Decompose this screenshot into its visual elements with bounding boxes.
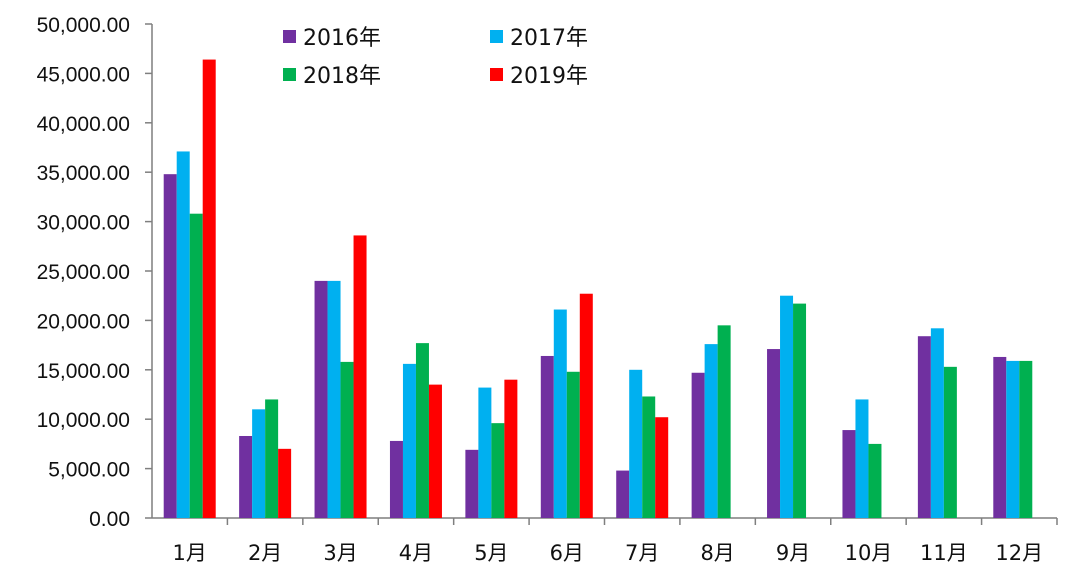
- bar: [1006, 360, 1020, 518]
- bar: [504, 379, 518, 518]
- legend: 2016年 2017年 2018年 2019年: [283, 26, 588, 89]
- bar: [415, 343, 429, 518]
- bar: [579, 293, 593, 518]
- bar: [278, 448, 292, 518]
- x-tick-label: 11月: [920, 541, 968, 565]
- x-tick-label: 3月: [323, 541, 357, 565]
- y-tick-label: 10,000.00: [37, 409, 130, 432]
- bar: [465, 449, 479, 518]
- x-axis: 1月 2月 3月 4月 5月 6月 7月 8月 9月 10月 11月 12月: [152, 517, 1058, 565]
- bar: [553, 309, 567, 518]
- y-tick-label: 35,000.00: [37, 162, 130, 185]
- legend-item: 2017年: [490, 26, 588, 51]
- legend-label: 2019年: [510, 64, 588, 89]
- y-tick-label: 15,000.00: [37, 360, 130, 383]
- legend-label: 2016年: [303, 26, 381, 51]
- bar: [642, 396, 656, 518]
- y-tick-label: 5,000.00: [48, 459, 130, 482]
- bar: [691, 372, 705, 518]
- bar: [327, 280, 341, 518]
- bar: [340, 361, 354, 518]
- bars: [163, 59, 1033, 519]
- bar: [265, 399, 279, 518]
- x-tick-label: 12月: [995, 541, 1043, 565]
- x-tick-label: 6月: [550, 541, 584, 565]
- bar: [202, 59, 216, 519]
- legend-label: 2017年: [510, 26, 588, 51]
- bar: [389, 440, 403, 518]
- y-tick-label: 45,000.00: [37, 63, 130, 86]
- y-tick-label: 30,000.00: [37, 212, 130, 235]
- bar: [704, 344, 718, 518]
- bar: [717, 325, 731, 518]
- bar: [767, 349, 781, 518]
- bar: [917, 336, 931, 518]
- bar: [629, 369, 643, 518]
- bar: [616, 470, 630, 518]
- legend-swatch: [490, 68, 503, 81]
- y-tick-label: 20,000.00: [37, 310, 130, 333]
- bar: [842, 430, 856, 518]
- bar: [540, 355, 554, 518]
- bar: [930, 328, 944, 518]
- legend-item: 2016年: [283, 26, 381, 51]
- y-tick-label: 25,000.00: [37, 261, 130, 284]
- bar: [855, 399, 869, 518]
- legend-item: 2019年: [490, 64, 588, 89]
- x-tick-label: 2月: [248, 541, 282, 565]
- x-tick-label: 10月: [845, 541, 893, 565]
- bar: [491, 423, 505, 518]
- x-tick-label: 9月: [776, 541, 810, 565]
- bar: [793, 303, 807, 518]
- bar: [176, 151, 190, 518]
- bar: [566, 371, 580, 518]
- y-axis: 0.00 5,000.00 10,000.00 15,000.00 20,000.00 2…: [37, 14, 153, 531]
- x-tick-label: 5月: [474, 541, 508, 565]
- bar: [314, 280, 328, 518]
- x-tick-label: 1月: [173, 541, 207, 565]
- bar: [353, 235, 367, 518]
- bar: [252, 409, 266, 518]
- bar: [993, 356, 1007, 518]
- y-tick-label: 40,000.00: [37, 113, 130, 136]
- bar: [189, 213, 203, 519]
- bar: [780, 295, 794, 518]
- legend-swatch: [283, 68, 296, 81]
- bar: [402, 363, 416, 518]
- x-tick-label: 8月: [700, 541, 734, 565]
- bar: [428, 384, 442, 518]
- x-tick-label: 4月: [399, 541, 433, 565]
- y-tick-label: 0.00: [89, 508, 130, 531]
- legend-swatch: [283, 30, 296, 43]
- bar: [655, 417, 669, 518]
- bar: [1019, 360, 1033, 518]
- x-tick-label: 7月: [625, 541, 659, 565]
- bar: [943, 366, 957, 518]
- legend-item: 2018年: [283, 64, 381, 89]
- bar: [163, 174, 177, 518]
- legend-label: 2018年: [303, 64, 381, 89]
- bar: [868, 443, 882, 518]
- legend-swatch: [490, 30, 503, 43]
- y-tick-label: 50,000.00: [37, 14, 130, 37]
- bar: [478, 387, 492, 518]
- bar: [239, 435, 253, 518]
